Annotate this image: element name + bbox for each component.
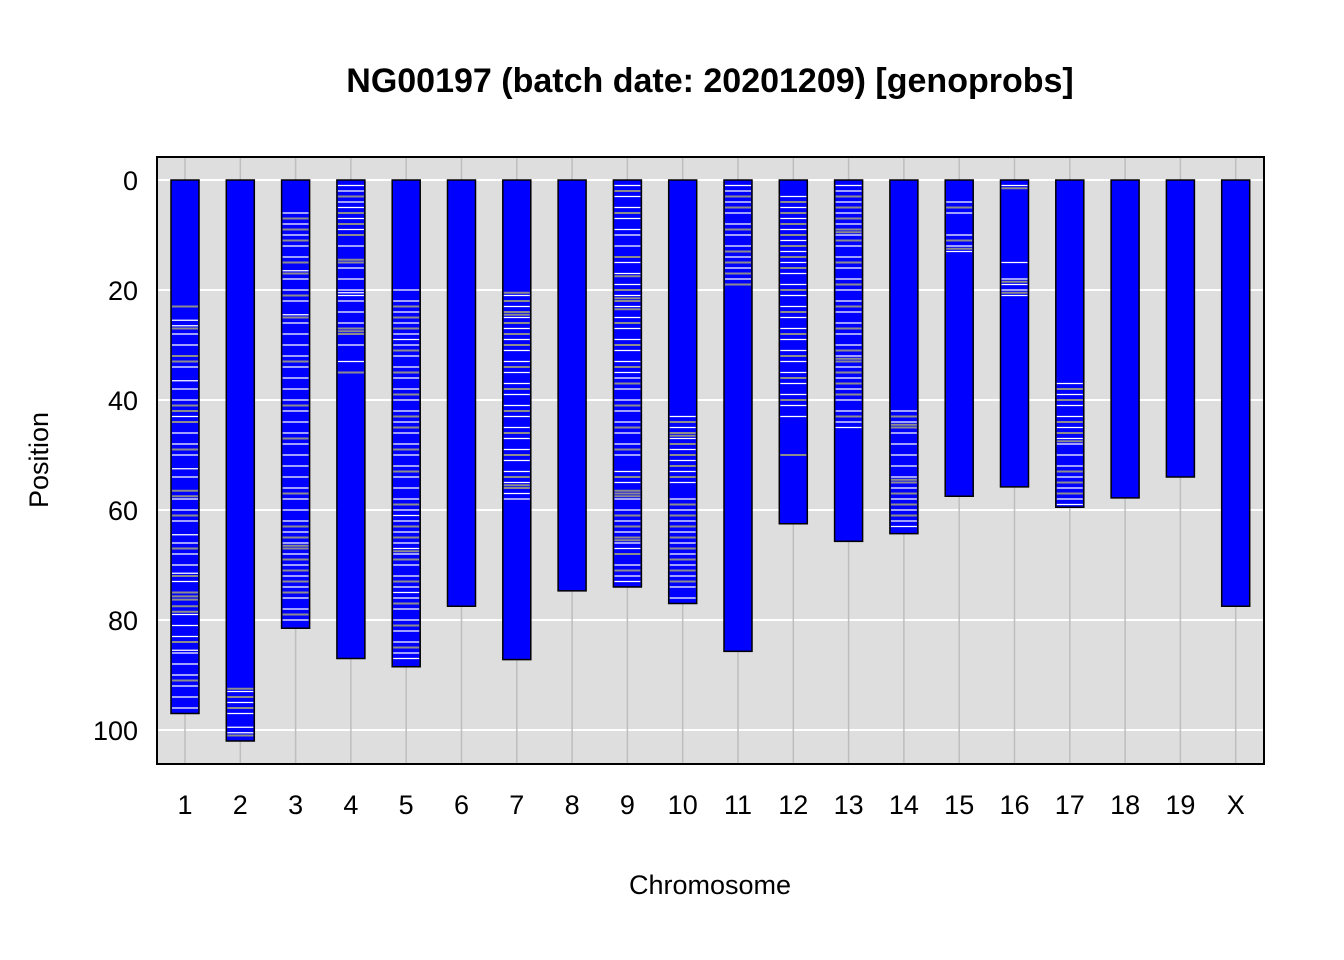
y-axis-label: Position xyxy=(24,412,54,508)
chromosome-4 xyxy=(336,179,366,660)
chromosome-outline-18 xyxy=(1110,179,1140,499)
chromosome-bar-8 xyxy=(558,180,587,591)
plot-panel xyxy=(157,157,1264,764)
x-tick-label: 13 xyxy=(834,790,864,820)
chromosome-outline-8 xyxy=(557,179,587,592)
chromosome-outline-19 xyxy=(1165,179,1196,478)
chromosome-bar-11 xyxy=(724,180,752,652)
y-tick-label: 0 xyxy=(123,166,138,196)
chromosome-outline-14 xyxy=(889,179,919,535)
x-tick-label: 11 xyxy=(724,790,752,820)
chromosome-10 xyxy=(667,179,698,605)
chromosome-13 xyxy=(833,179,864,543)
chromosome-bar-19 xyxy=(1166,180,1195,477)
chromosome-15 xyxy=(944,179,974,497)
chromosome-outline-X xyxy=(1220,179,1251,607)
x-tick-label: 3 xyxy=(288,790,303,820)
y-tick-label: 80 xyxy=(108,606,138,636)
chromosome-bar-1 xyxy=(171,180,199,714)
chromosome-bar-12 xyxy=(779,180,808,524)
chromosome-outline-13 xyxy=(833,179,864,543)
x-tick-label: 16 xyxy=(999,790,1029,820)
x-tick-label: 17 xyxy=(1055,790,1085,820)
chromosome-9 xyxy=(612,179,643,588)
chromosome-8 xyxy=(557,179,587,592)
chromosome-outline-6 xyxy=(446,179,477,607)
chromosome-14 xyxy=(889,179,919,535)
x-tick-label: 8 xyxy=(565,790,580,820)
chromosome-11 xyxy=(723,179,753,653)
chromosome-bar-14 xyxy=(889,180,918,534)
chromosome-outline-7 xyxy=(502,179,532,661)
y-tick-label: 20 xyxy=(108,276,138,306)
chromosome-outline-15 xyxy=(944,179,974,497)
chart-title: NG00197 (batch date: 20201209) [genoprob… xyxy=(346,62,1073,100)
chromosome-bar-7 xyxy=(502,180,531,660)
chromosome-outline-1 xyxy=(170,179,200,715)
chromosome-bar-15 xyxy=(945,180,974,497)
x-axis-label: Chromosome xyxy=(629,870,791,900)
x-tick-label: X xyxy=(1227,790,1245,820)
x-tick-label: 6 xyxy=(454,790,469,820)
chromosome-bar-3 xyxy=(281,180,310,629)
chromosome-bar-2 xyxy=(226,180,255,741)
x-tick-label: 7 xyxy=(509,790,524,820)
chromosome-12 xyxy=(778,179,809,525)
x-tick-label: 9 xyxy=(620,790,635,820)
x-tick-label: 10 xyxy=(668,790,698,820)
chromosome-7 xyxy=(502,179,532,661)
x-tick-label: 5 xyxy=(399,790,414,820)
chromosome-17 xyxy=(1055,179,1085,508)
x-tick-label: 15 xyxy=(944,790,974,820)
chromosome-1 xyxy=(170,179,200,715)
chromosome-outline-11 xyxy=(723,179,753,653)
chromosome-X xyxy=(1220,179,1251,607)
y-tick-label: 60 xyxy=(108,496,138,526)
y-tick-label: 40 xyxy=(108,386,138,416)
x-tick-label: 2 xyxy=(233,790,248,820)
x-tick-label: 12 xyxy=(778,790,808,820)
y-tick-label: 100 xyxy=(93,716,138,746)
chromosome-6 xyxy=(446,179,477,607)
chromosome-bar-18 xyxy=(1111,180,1140,498)
chromosome-18 xyxy=(1110,179,1140,499)
x-tick-label: 14 xyxy=(889,790,919,820)
chromosome-outline-17 xyxy=(1055,179,1085,508)
chromosome-5 xyxy=(391,179,421,668)
chromosome-16 xyxy=(999,179,1030,488)
chromosome-bar-17 xyxy=(1055,180,1084,508)
chromosome-outline-2 xyxy=(225,179,256,742)
chromosome-bar-5 xyxy=(392,180,421,667)
chromosome-bar-4 xyxy=(336,180,365,659)
chromosome-bar-6 xyxy=(447,180,476,607)
chromosome-outline-9 xyxy=(612,179,643,588)
x-tick-label: 19 xyxy=(1165,790,1195,820)
chromosome-outline-12 xyxy=(778,179,809,525)
chromosome-outline-16 xyxy=(999,179,1030,488)
chromosome-19 xyxy=(1165,179,1196,478)
x-tick-label: 18 xyxy=(1110,790,1140,820)
chromosome-outline-4 xyxy=(336,179,366,660)
chromosome-2 xyxy=(225,179,256,742)
plot-border xyxy=(156,156,1265,765)
chromosome-bar-16 xyxy=(1000,180,1029,487)
chromosome-bar-10 xyxy=(668,180,697,604)
chromosome-outline-3 xyxy=(280,179,311,629)
chromosome-bars xyxy=(170,179,1251,742)
y-tick-labels: 0 20 40 60 80 100 xyxy=(93,166,138,746)
x-tick-label: 4 xyxy=(343,790,358,820)
chromosome-outline-5 xyxy=(391,179,421,668)
chromosome-3 xyxy=(280,179,311,629)
x-tick-labels: 1 2 3 4 5 6 7 8 9 10 11 12 13 14 15 16 17 18 19 X xyxy=(177,790,1244,820)
chromosome-outline-10 xyxy=(667,179,698,605)
x-tick-label: 1 xyxy=(177,790,192,820)
chromosome-bar-X xyxy=(1221,180,1250,607)
